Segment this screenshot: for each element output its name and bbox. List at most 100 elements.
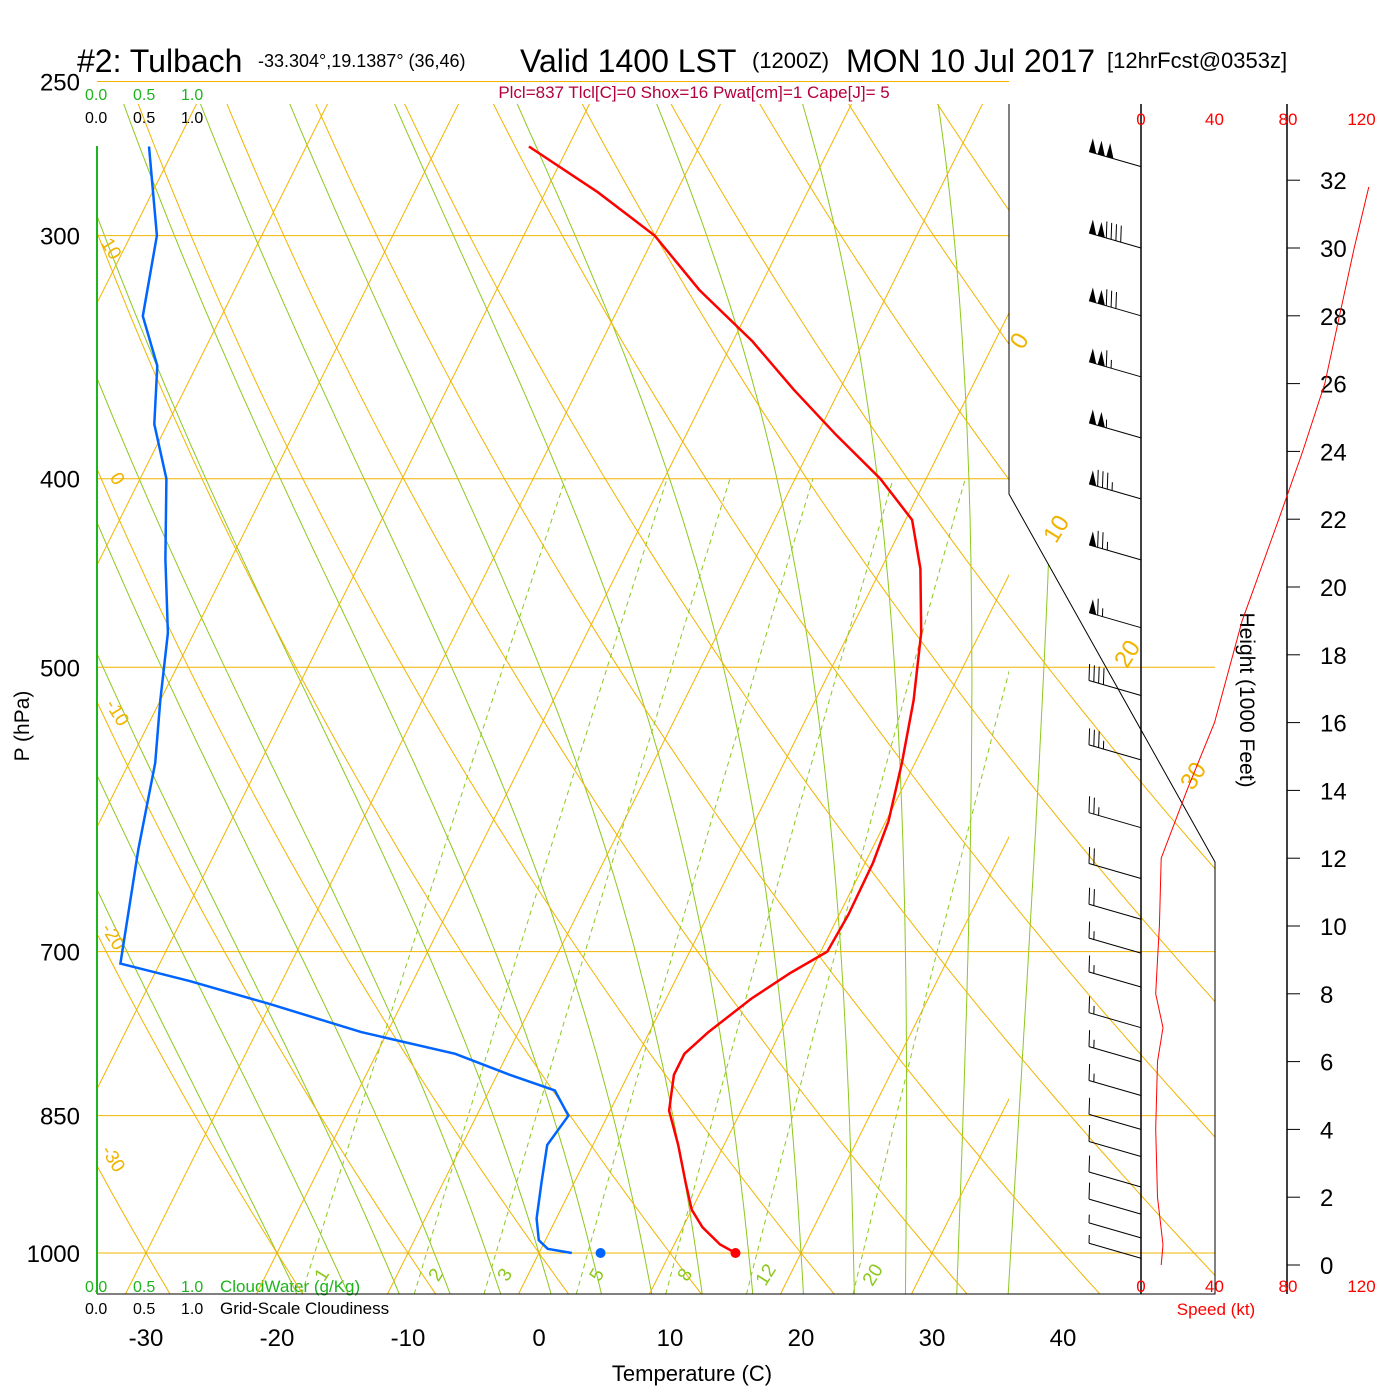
- wind-barb-full: [1106, 472, 1109, 490]
- height-axis-title: Height (1000 Feet): [1235, 612, 1258, 787]
- mixing-ratio-line-3: [483, 478, 731, 1294]
- height-tick-label: 10: [1320, 914, 1347, 941]
- wind-barb-full: [1105, 350, 1108, 367]
- wind-barb-staff: [1088, 300, 1142, 317]
- wind-barb-full: [1088, 921, 1091, 939]
- indices-line: Plcl=837 Tlcl[C]=0 Shox=16 Pwat[cm]=1 Ca…: [498, 83, 889, 102]
- wind-barb-staff: [1088, 744, 1142, 761]
- temperature-tick-label: 0: [532, 1325, 545, 1352]
- wind-barb: [1088, 598, 1142, 629]
- wind-barb: [1088, 887, 1142, 920]
- cloud-scale-bottom: 0.0 0.5 1.0 CloudWater (g/Kg) 0.0 0.5 1.…: [85, 1277, 389, 1318]
- wind-barb-staff: [1088, 903, 1142, 920]
- dry-adiabats: [97, 104, 1215, 1294]
- dry-adiabat-label: -10: [100, 696, 132, 730]
- isobars: [97, 81, 1215, 1254]
- wind-barb-full: [1098, 666, 1100, 684]
- wind-barb-staff: [1088, 361, 1142, 378]
- temperature-tick-label: 30: [919, 1325, 946, 1352]
- wind-barb: [1088, 530, 1142, 561]
- height-tick-label: 2: [1320, 1185, 1333, 1212]
- wind-barb-full: [1102, 668, 1105, 685]
- wind-barb-full: [1093, 729, 1095, 747]
- moist-adiabat: [97, 104, 453, 1294]
- wind-barb: [1088, 1182, 1142, 1215]
- dry-adiabat: [569, 104, 1215, 1294]
- zulu-time: (1200Z): [752, 48, 829, 73]
- wind-barb-full: [1097, 530, 1099, 548]
- wind-barb-full: [1093, 848, 1095, 865]
- wind-barb-staff: [1088, 863, 1142, 880]
- wind-barb-pennant: [1089, 599, 1097, 615]
- moist-adiabat-label: 10: [1038, 511, 1075, 548]
- temperature-tick-label: 40: [1050, 1325, 1077, 1352]
- mixing-ratio-label: 8: [674, 1265, 697, 1285]
- wind-barb-staff: [1088, 1012, 1142, 1029]
- wind-barb: [1088, 1064, 1142, 1096]
- wind-barb-staff: [1088, 1046, 1142, 1063]
- moist-adiabat: [795, 104, 908, 1294]
- station-title: #2: Tulbach: [77, 43, 242, 79]
- wind-barb: [1088, 663, 1142, 696]
- wind-barb: [1088, 409, 1142, 439]
- surface-temperature-marker: [730, 1248, 741, 1258]
- pressure-axis: 250 300 400 500 700 850 1000: [27, 70, 80, 1268]
- temperature-tick-label: 10: [657, 1325, 684, 1352]
- cloudwater-label: CloudWater (g/Kg): [220, 1277, 360, 1296]
- wind-barb-full: [1097, 598, 1099, 616]
- cloudiness-tick: 1.0: [181, 1301, 203, 1318]
- wind-barb-pennant: [1097, 222, 1105, 238]
- moist-adiabat: [506, 104, 805, 1294]
- isotherm-10: [648, 573, 1009, 1294]
- wind-barb-staff: [1088, 232, 1142, 249]
- wind-barb-full: [1088, 663, 1091, 681]
- forecast-info: [12hrFcst@0353z]: [1107, 48, 1287, 73]
- wind-barb-full: [1088, 796, 1091, 813]
- cloudiness-label: Grid-Scale Cloudiness: [220, 1299, 389, 1318]
- wind-barb-staff: [1088, 483, 1142, 500]
- cloudwater-tick: 0.5: [133, 87, 155, 104]
- moist-adiabat: [115, 104, 603, 1294]
- valid-date: MON 10 Jul 2017: [846, 43, 1095, 79]
- wind-barb-full: [1088, 728, 1091, 745]
- mixing-ratio-label: 12: [752, 1261, 781, 1290]
- wind-barb-staff: [1088, 679, 1142, 696]
- pressure-tick-label: 300: [40, 224, 80, 251]
- moist-adiabat: [97, 104, 351, 1294]
- isotherm-40: [1042, 82, 1400, 1295]
- wind-barb-full: [1088, 1155, 1091, 1173]
- pressure-tick-label: 250: [40, 70, 80, 97]
- wind-barb-full: [1120, 225, 1122, 243]
- wind-barb-staff: [1088, 422, 1142, 439]
- cloudwater-tick: 0.0: [85, 87, 107, 104]
- height-tick-label: 6: [1320, 1050, 1333, 1077]
- wind-barb: [1088, 796, 1142, 829]
- cloudwater-tick: 1.0: [181, 87, 203, 104]
- wind-barb: [1088, 996, 1142, 1029]
- temperature-axis: -30 -20 -10 0 10 20 30 40: [129, 1325, 1077, 1352]
- wind-barb: [1088, 728, 1142, 761]
- pressure-tick-label: 500: [40, 655, 80, 682]
- wind-barb: [1088, 955, 1142, 988]
- isotherm--40: [97, 104, 591, 1091]
- dry-adiabat-label: -30: [96, 1142, 128, 1176]
- wind-barb-pennant: [1089, 348, 1097, 364]
- wind-barb-staff: [1088, 151, 1142, 168]
- mixing-ratio-line-8: [665, 478, 894, 1294]
- wind-barb-full: [1093, 797, 1095, 815]
- wind-barb-full: [1093, 665, 1095, 682]
- wind-barb: [1088, 1097, 1142, 1130]
- wind-barb-full: [1101, 471, 1104, 488]
- wind-barb-full: [1088, 1064, 1091, 1081]
- speed-tick-bottom: 0: [1136, 1277, 1145, 1296]
- temperature-trace: [528, 145, 923, 1255]
- pressure-tick-label: 700: [40, 940, 80, 967]
- wind-barb-full: [1088, 887, 1091, 905]
- wind-barb: [1088, 1125, 1142, 1158]
- cloud-scale-top: 0.0 0.5 1.0 0.0 0.5 1.0: [85, 87, 203, 127]
- moist-adiabat: [934, 104, 973, 1294]
- mixing-ratio-label: 20: [859, 1261, 888, 1290]
- mixing-ratio-line-20: [852, 669, 1009, 1294]
